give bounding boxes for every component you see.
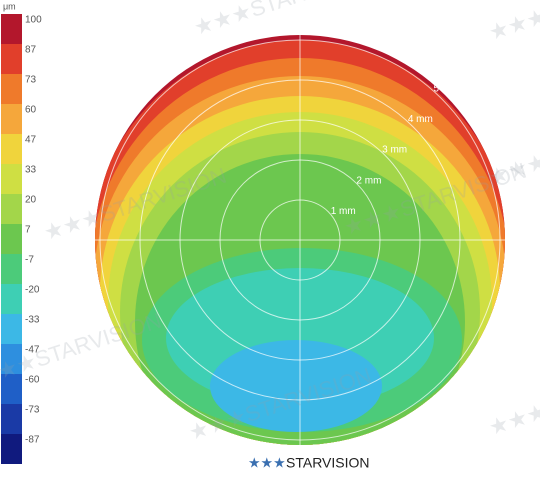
legend-swatch: [1, 194, 22, 224]
legend-label: -47: [25, 345, 40, 356]
footer-brand: STARVISION: [286, 455, 370, 471]
legend-swatch: [1, 164, 22, 194]
legend-swatch: [1, 134, 22, 164]
legend-label: -60: [25, 375, 40, 386]
legend-swatch: [1, 44, 22, 74]
legend-swatch: [1, 254, 22, 284]
legend-swatch: [1, 224, 22, 254]
legend-label: -7: [25, 255, 34, 266]
legend-label: -73: [25, 405, 40, 416]
ring: [139, 79, 461, 401]
legend-label: 100: [25, 15, 42, 26]
legend-swatch: [1, 104, 22, 134]
ring: [259, 199, 341, 281]
legend-swatch: [1, 74, 22, 104]
legend-swatch: [1, 284, 22, 314]
legend-label: 33: [25, 165, 37, 176]
legend-label: 7: [25, 225, 31, 236]
watermark: ★★★STARVISION: [191, 0, 380, 40]
legend-swatch: [1, 434, 22, 464]
footer-stars: ★★★: [248, 455, 286, 471]
watermark: ★★★STARVISION: [486, 108, 540, 191]
legend-label: 87: [25, 45, 37, 56]
legend-label: 60: [25, 105, 37, 116]
legend-swatch: [1, 14, 22, 44]
ring: [99, 39, 501, 441]
ring: [219, 159, 381, 321]
legend-swatch: [1, 374, 22, 404]
watermark: ★★★STARVISION: [486, 358, 540, 441]
ring: [179, 119, 421, 361]
ring-label: 3 mm: [382, 145, 407, 156]
ring-label: 1 mm: [331, 206, 356, 217]
ring-label: 5 mm: [434, 83, 459, 94]
legend-label: -33: [25, 315, 40, 326]
legend-label: 20: [25, 195, 37, 206]
legend-label: -20: [25, 285, 40, 296]
legend-swatch: [1, 404, 22, 434]
legend-swatch: [1, 314, 22, 344]
legend-label: 47: [25, 135, 37, 146]
legend-label: 73: [25, 75, 37, 86]
legend-label: -87: [25, 435, 40, 446]
ring-label: 4 mm: [408, 114, 433, 125]
contour-region: [210, 340, 382, 432]
legend-swatch: [1, 344, 22, 374]
legend-unit: μm: [3, 1, 16, 11]
watermark: ★★★STARVISION: [486, 0, 540, 45]
ring-label: 2 mm: [356, 175, 381, 186]
